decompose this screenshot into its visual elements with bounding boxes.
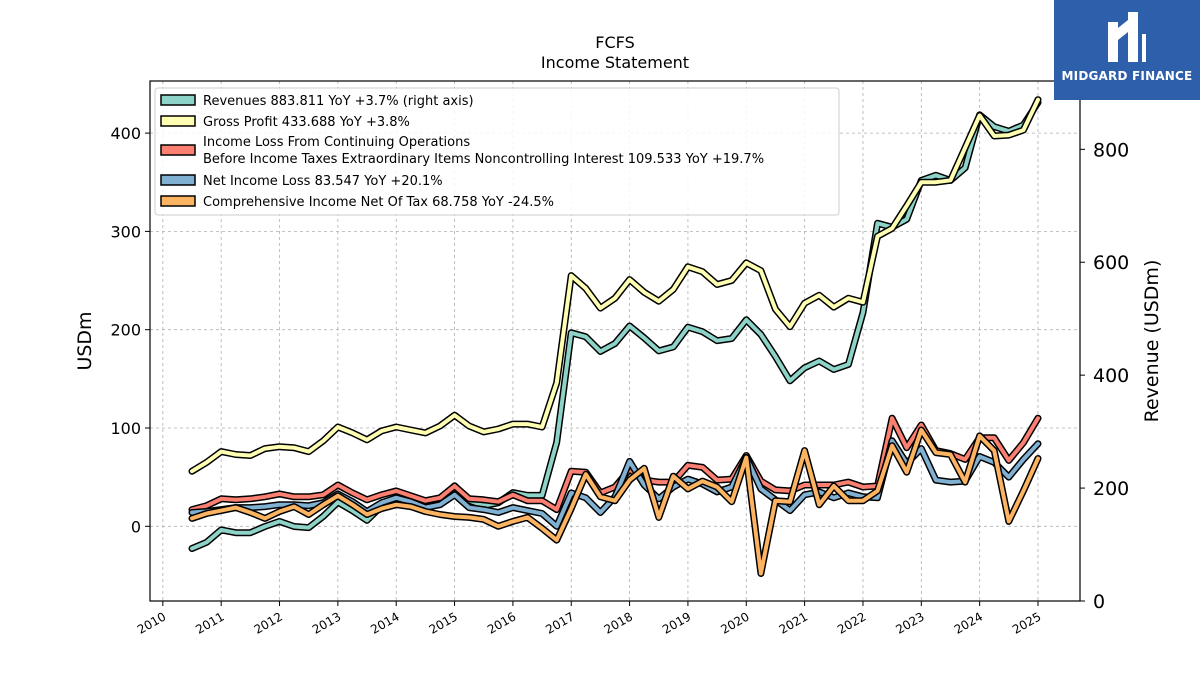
chart-title: FCFS xyxy=(595,33,634,52)
x-tick-label: 2021 xyxy=(777,609,810,636)
legend-swatch xyxy=(160,94,196,106)
y-axis-label-left: USDm xyxy=(74,311,96,370)
right-tick-label: 800 xyxy=(1093,139,1129,161)
legend-item-1: Revenues 883.811 YoY +3.7% (right axis) xyxy=(160,94,474,109)
left-tick-label: 0 xyxy=(131,517,141,536)
chart-subtitle: Income Statement xyxy=(541,53,689,72)
legend-box xyxy=(154,87,840,216)
legend-swatch xyxy=(160,174,196,186)
legend-label: Comprehensive Income Net Of Tax 68.758 Y… xyxy=(203,195,554,210)
right-tick-label: 200 xyxy=(1093,478,1129,500)
left-y-axis: 0 100 200 300 400 xyxy=(110,124,150,536)
y-axis-label-right: Revenue (USDm) xyxy=(1141,260,1163,423)
x-tick-label: 2010 xyxy=(135,609,168,636)
legend-label: Income Loss From Continuing Operations xyxy=(203,135,470,150)
x-tick-label: 2016 xyxy=(485,609,518,636)
logo-mark-icon xyxy=(1108,12,1146,62)
x-tick-label: 2013 xyxy=(310,609,343,636)
x-tick-label: 2022 xyxy=(835,609,868,636)
series-5 xyxy=(188,426,1042,577)
brand-logo: MIDGARD FINANCE xyxy=(1054,0,1200,100)
legend-item-3: Income Loss From Continuing Operations Be… xyxy=(160,135,764,167)
x-tick-label: 2023 xyxy=(893,609,926,636)
legend-item-2: Gross Profit 433.688 YoY +3.8% xyxy=(160,115,410,130)
x-tick-label: 2018 xyxy=(602,609,635,636)
legend-label: Before Income Taxes Extraordinary Items … xyxy=(203,152,764,167)
legend-label: Revenues 883.811 YoY +3.7% (right axis) xyxy=(203,94,474,109)
left-tick-label: 100 xyxy=(110,419,141,438)
legend-label: Net Income Loss 83.547 YoY +20.1% xyxy=(203,174,443,189)
right-y-axis: 0 200 400 600 800 xyxy=(1080,139,1129,613)
x-tick-label: 2011 xyxy=(193,609,226,636)
x-tick-label: 2019 xyxy=(660,609,693,636)
series-line xyxy=(190,428,1040,576)
legend-swatch xyxy=(160,115,196,127)
legend-swatch xyxy=(160,144,196,156)
series-3 xyxy=(188,414,1042,514)
legend-item-4: Net Income Loss 83.547 YoY +20.1% xyxy=(160,174,443,189)
plot-frame xyxy=(149,80,1081,602)
x-tick-label: 2025 xyxy=(1010,609,1043,636)
right-tick-label: 400 xyxy=(1093,365,1129,387)
series-line xyxy=(190,97,1040,474)
x-tick-label: 2024 xyxy=(952,609,985,636)
series-lines xyxy=(188,96,1042,577)
legend: Revenues 883.811 YoY +3.7% (right axis) G… xyxy=(154,87,840,216)
x-tick-label: 2020 xyxy=(718,609,751,636)
logo-text: MIDGARD FINANCE xyxy=(1061,69,1193,83)
left-tick-label: 300 xyxy=(110,222,141,241)
right-tick-label: 0 xyxy=(1093,591,1105,613)
left-tick-label: 200 xyxy=(110,321,141,340)
right-tick-label: 600 xyxy=(1093,252,1129,274)
legend-item-5: Comprehensive Income Net Of Tax 68.758 Y… xyxy=(160,195,554,210)
x-tick-label: 2014 xyxy=(368,609,401,636)
x-tick-label: 2017 xyxy=(543,609,576,636)
x-tick-label: 2015 xyxy=(427,609,460,636)
legend-label: Gross Profit 433.688 YoY +3.8% xyxy=(203,115,410,130)
legend-swatch xyxy=(160,195,196,207)
series-line xyxy=(190,416,1040,512)
x-tick-label: 2012 xyxy=(252,609,285,636)
left-tick-label: 400 xyxy=(110,124,141,143)
series-2 xyxy=(188,96,1042,475)
x-axis: 2010 2011 2012 2013 2014 2015 2016 2017 2018 2019… xyxy=(135,601,1043,637)
